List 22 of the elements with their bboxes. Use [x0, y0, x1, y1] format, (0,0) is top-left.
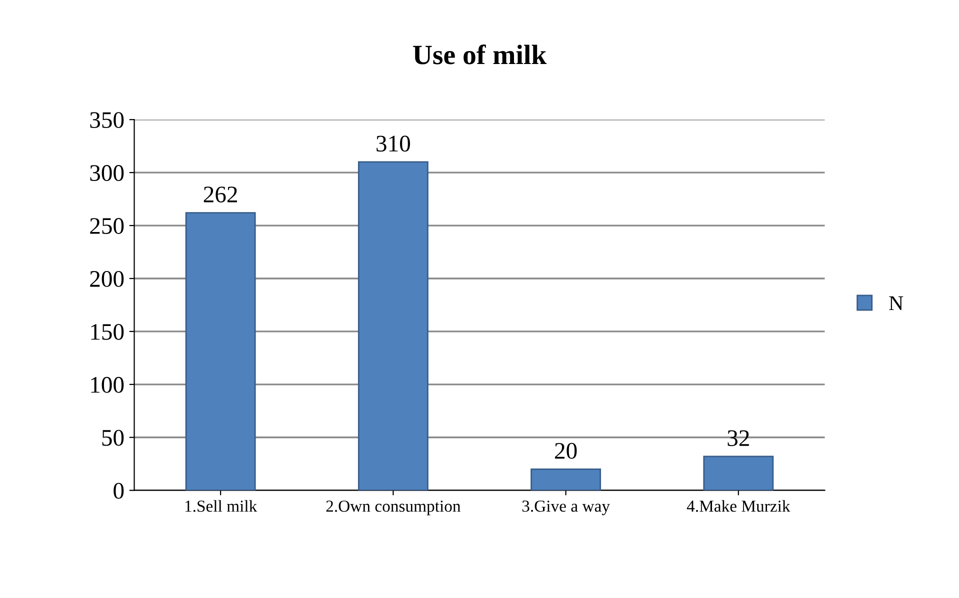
- bar: [530, 468, 602, 490]
- bar: [703, 456, 774, 490]
- x-tick-label: 1.Sell milk: [185, 500, 258, 512]
- y-tick-label: 300: [90, 165, 124, 181]
- data-label: 262: [204, 186, 237, 202]
- y-tick-label: 150: [91, 324, 124, 340]
- y-tick-label: 100: [91, 376, 124, 393]
- x-tick-label: 4.Make Murzik: [686, 500, 790, 512]
- y-tick-label: 0: [114, 482, 124, 499]
- y-tick-label: 350: [90, 112, 124, 128]
- x-tick-label: 3.Give a way: [522, 500, 610, 516]
- y-tick-label: 250: [90, 218, 124, 234]
- bar: [185, 212, 256, 490]
- y-tick-label: 50: [102, 430, 124, 446]
- bar: [358, 161, 428, 490]
- data-label: 310: [376, 136, 410, 152]
- data-label: 20: [555, 442, 577, 459]
- legend-label: N: [889, 296, 904, 310]
- y-tick-label: 200: [90, 270, 124, 287]
- x-tick-label: 2.Own consumption: [326, 500, 461, 516]
- data-label: 32: [728, 430, 749, 446]
- chart-title: Use of milk: [413, 44, 547, 64]
